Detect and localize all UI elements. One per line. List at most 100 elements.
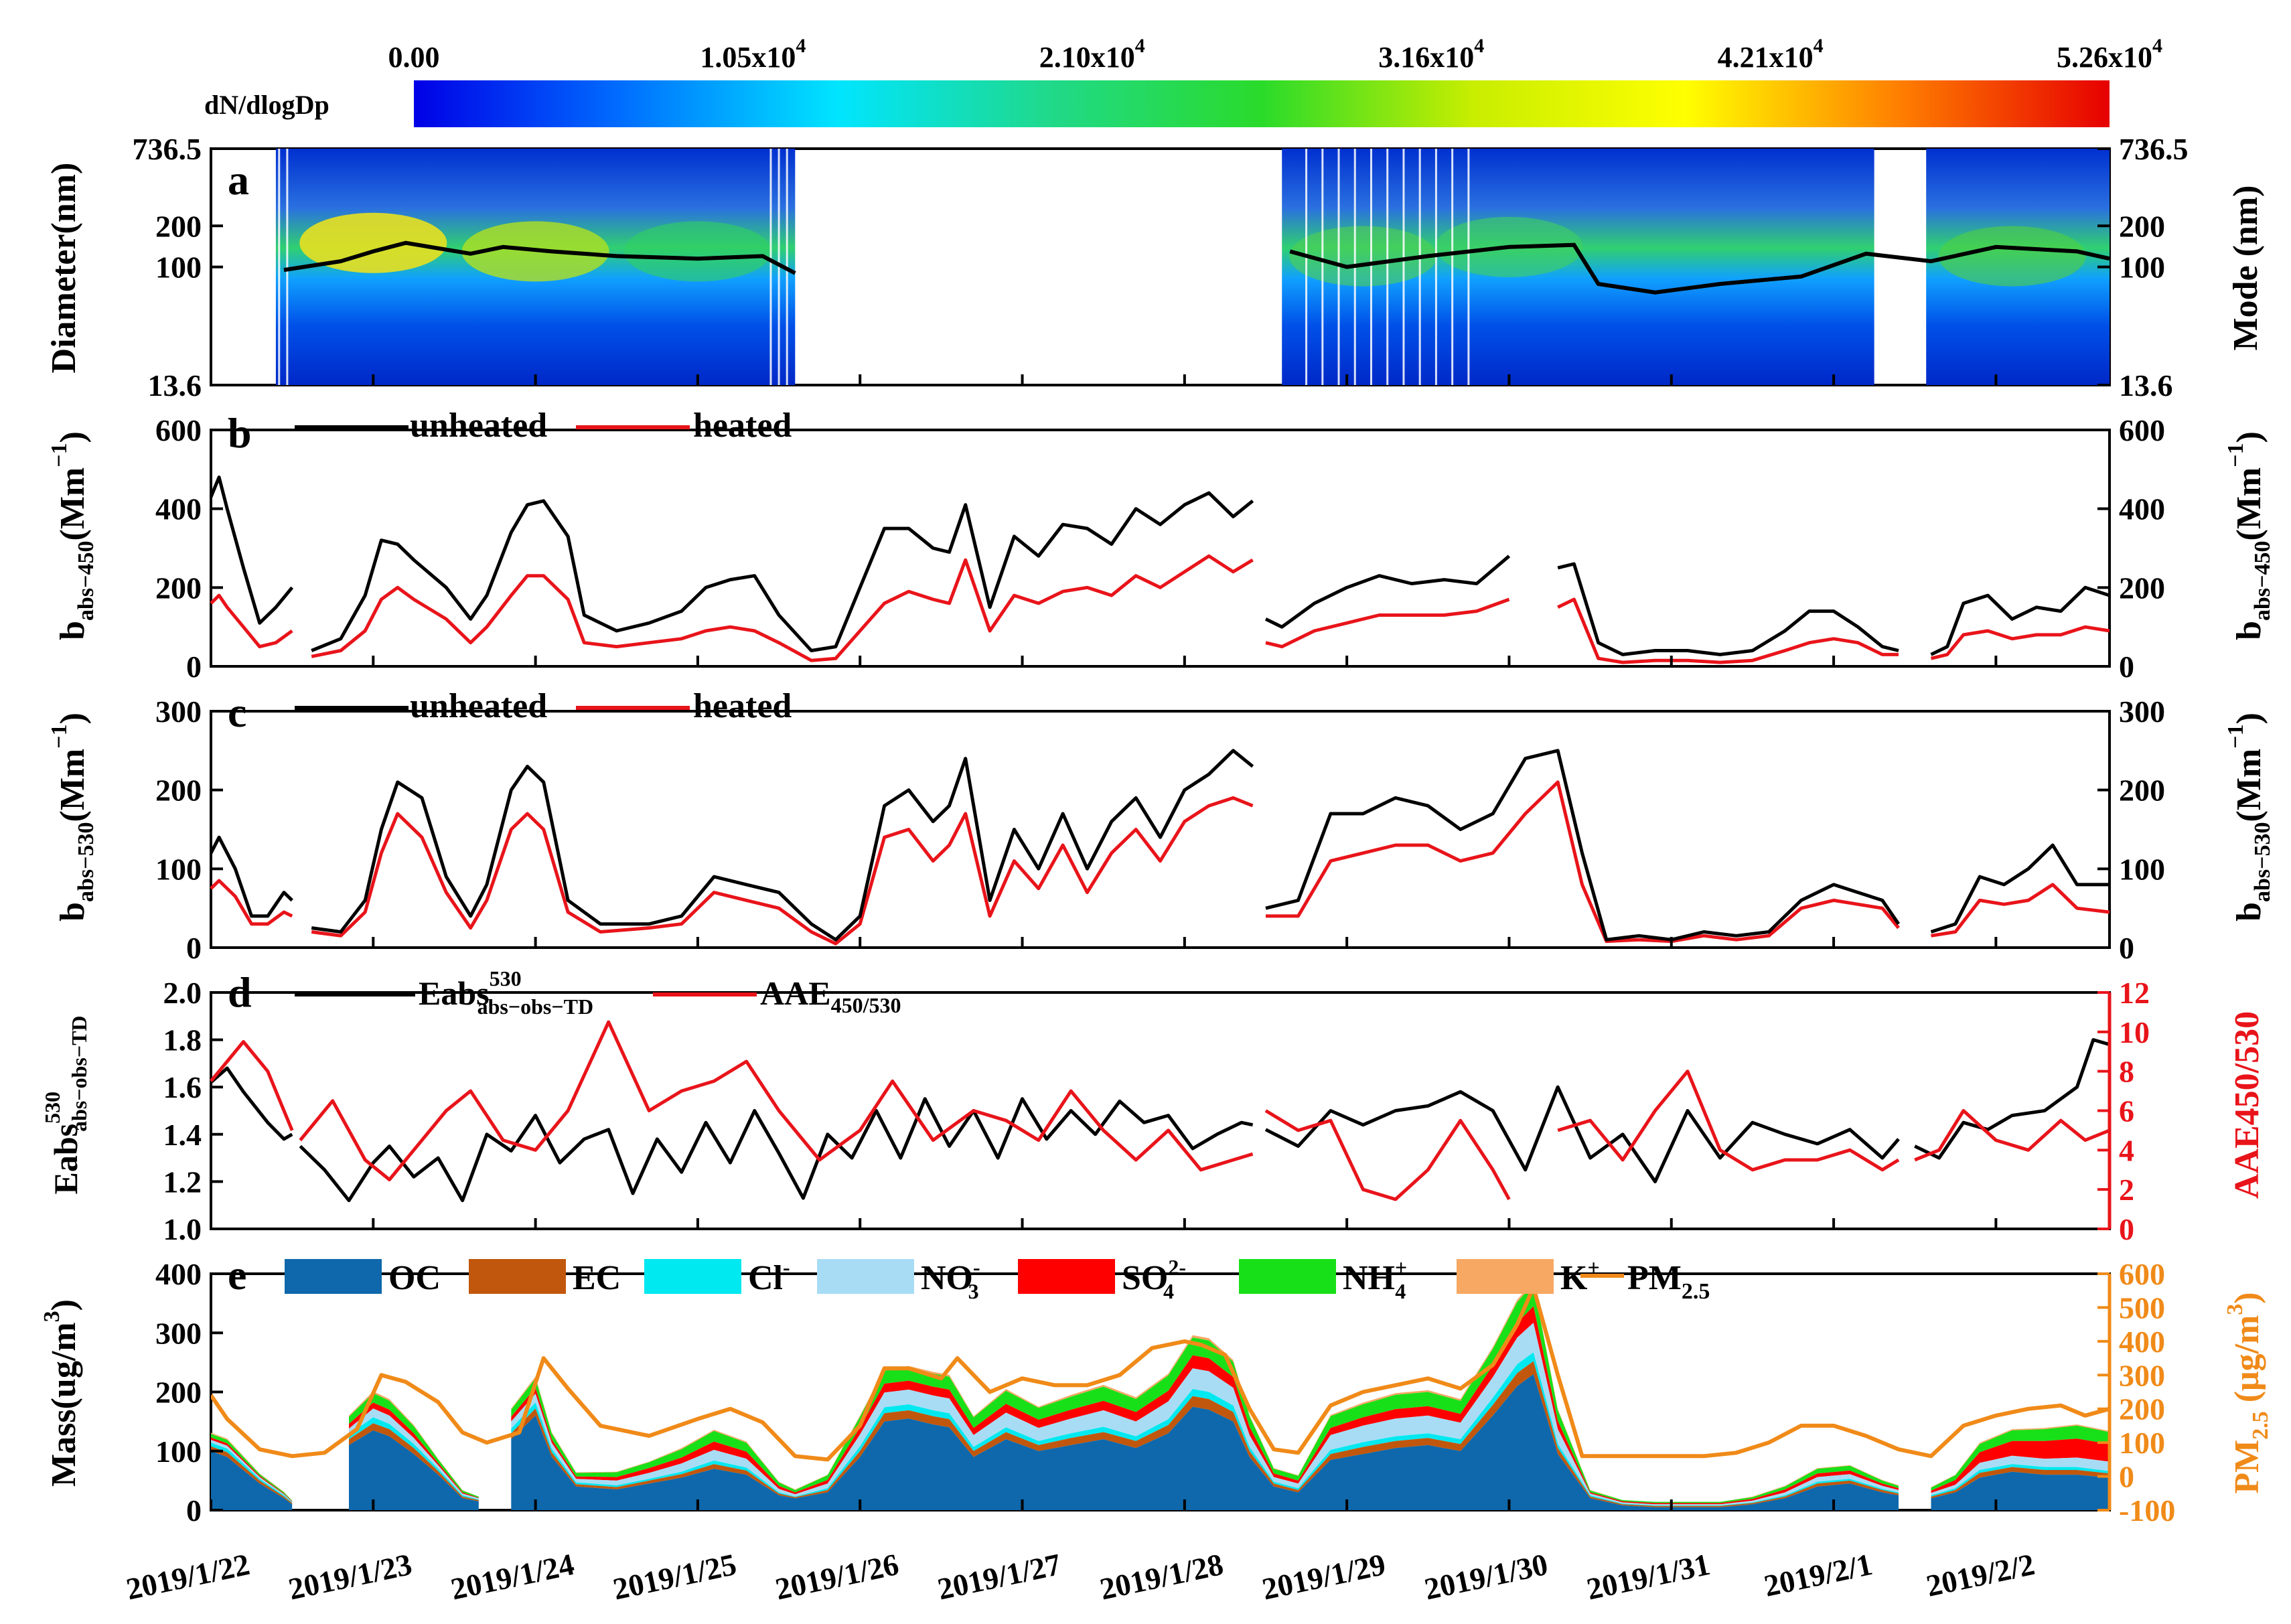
legend-swatch-3	[817, 1259, 914, 1294]
axis-titles: Diameter(nm) Mode (nm) babs−450(Mm−1) ba…	[40, 163, 2275, 1494]
panel-d-right-tick-label: 2	[2119, 1173, 2134, 1207]
panel-d-left-tick-label: 1.4	[163, 1118, 202, 1152]
panel-a-ylabel-left: Diameter(nm)	[45, 163, 83, 374]
panel-a-left-tick-label: 100	[155, 250, 202, 285]
x-tick-label: 2019/1/26	[772, 1547, 901, 1607]
area-no3	[1931, 1455, 2110, 1495]
panel-e-right-tick-label: 100	[2119, 1426, 2165, 1460]
panel-d-right-tick-label: 12	[2119, 976, 2150, 1010]
panel-c-right-tick-label: 300	[2119, 694, 2165, 729]
panel-b-right-tick-label: 400	[2119, 492, 2165, 526]
panel-c-ylabel-left: babs−530(Mm−1)	[47, 713, 98, 921]
panel-d-ylabel-left: Eabs530 abs−obs−TD	[40, 1015, 91, 1194]
area-oc	[511, 1374, 1899, 1510]
area-oc	[1931, 1471, 2110, 1510]
panel-b-left-tick-label: 0	[186, 650, 202, 684]
panel-a-right-tick-label: 736.5	[2119, 132, 2189, 166]
panel-c-left-tick-label: 300	[155, 694, 202, 729]
area-ec	[1931, 1467, 2110, 1499]
legend-swatch-1	[469, 1259, 566, 1294]
x-tick-label: 2019/2/1	[1761, 1547, 1876, 1603]
series-heated	[210, 554, 2110, 664]
panel-b-right-tick-label: 200	[2119, 571, 2165, 605]
panel-a-right-tick-label: 13.6	[2119, 368, 2173, 402]
panel-a-left-tick-label: 13.6	[148, 368, 202, 402]
panel-b-right-tick-label: 0	[2119, 650, 2134, 684]
panel-b-left-tick-label: 400	[155, 492, 202, 526]
panel-d-letter: d	[228, 968, 252, 1016]
panel-d-right-tick-label: 10	[2119, 1015, 2150, 1049]
panel-e-left-tick-label: 300	[155, 1316, 202, 1350]
x-tick-label: 2019/2/2	[1923, 1547, 2038, 1603]
heatmap-hotspot	[1938, 226, 2086, 287]
series-unheated	[209, 749, 2110, 942]
panel-a-ylabel-right: Mode (nm)	[2227, 186, 2265, 351]
panel-d-left-tick-label: 1.6	[163, 1070, 202, 1104]
panel-e-right-tick-label: 300	[2119, 1358, 2165, 1392]
mode-diameter-line	[283, 240, 2110, 295]
x-tick-label: 2019/1/27	[935, 1547, 1064, 1607]
series-pm25	[211, 1285, 2110, 1462]
panel-b-ylabel-right: babs−450(Mm−1)	[2223, 431, 2275, 640]
legend-unheated-label: unheated	[410, 407, 547, 445]
panel-d-left-tick-label: 2.0	[163, 976, 202, 1010]
panel-b-frame	[210, 429, 2111, 668]
x-tick-label: 2019/1/22	[123, 1547, 252, 1607]
colorbar-tick-label: 0.00	[388, 41, 440, 74]
area-oc	[211, 1451, 293, 1510]
panel-e-ylabel-right: PM2.5 (μg/m3)	[2223, 1292, 2273, 1493]
panel-e-right-tick-label: 400	[2119, 1325, 2165, 1359]
panel-d-plot	[210, 1020, 2110, 1203]
colorbar-label: dN/dlogDp	[204, 90, 329, 120]
x-tick-label: 2019/1/29	[1259, 1547, 1388, 1607]
panel-e-left-tick-label: 200	[155, 1376, 202, 1410]
x-tick-label: 2019/1/25	[610, 1547, 739, 1607]
colorbar-ticks: 0.00 1.05x104 2.10x104 3.16x104 4.21x104 5.26…	[388, 35, 2163, 74]
legend-label-0: OC	[388, 1259, 441, 1297]
area-nh4	[211, 1434, 293, 1501]
panel-c-left-tick-label: 200	[155, 773, 202, 808]
legend-label-1: EC	[573, 1259, 621, 1297]
area-cl	[349, 1417, 479, 1500]
legend-label-5: NH+ 4	[1343, 1255, 1407, 1303]
area-no3	[211, 1440, 293, 1503]
panel-e-plot	[211, 1281, 2110, 1510]
x-tick-label: 2019/1/24	[448, 1547, 577, 1607]
legend-aae-label: AAE450/530	[760, 974, 901, 1017]
panel-e-right-tick-label: 0	[2119, 1460, 2134, 1494]
legend-swatch-4	[1018, 1259, 1115, 1294]
area-nh4	[349, 1393, 479, 1498]
legend-swatch-0	[285, 1259, 382, 1294]
panel-e-left-tick-label: 400	[155, 1257, 202, 1291]
legend-heated-label: heated	[693, 407, 792, 445]
panel-d-ylabel-right: AAE450/530	[2228, 1011, 2266, 1199]
panel-c-letter: c	[228, 688, 246, 736]
series-heated	[210, 780, 2110, 946]
x-tick-label: 2019/1/31	[1584, 1547, 1713, 1607]
panel-b-legend: unheated heated	[295, 407, 792, 445]
panel-c-right-tick-label: 200	[2119, 773, 2165, 808]
panel-d-right-tick-label: 0	[2119, 1212, 2134, 1246]
legend-label-7: PM2.5	[1627, 1259, 1710, 1304]
legend-swatch-6	[1457, 1259, 1554, 1294]
area-so42	[349, 1402, 479, 1499]
area-nh4	[1931, 1425, 2110, 1491]
area-no3	[349, 1408, 479, 1500]
series-aae450-530	[210, 1020, 2110, 1201]
colorbar-gradient	[414, 80, 2110, 127]
panel-e-left-tick-label: 100	[155, 1434, 202, 1469]
area-cl	[1931, 1464, 2110, 1497]
colorbar: dN/dlogDp 0.00 1.05x104 2.10x104 3.16x104 4.…	[204, 35, 2162, 127]
area-oc	[349, 1430, 479, 1510]
panel-d-left-tick-label: 1.2	[163, 1165, 202, 1199]
panel-b-letter: b	[228, 409, 252, 457]
panel-d-right-tick-label: 4	[2119, 1133, 2134, 1167]
legend-swatch-5	[1239, 1259, 1336, 1294]
panel-e-right-tick-label: 500	[2119, 1290, 2165, 1325]
panel-d-left-tick-label: 1.8	[163, 1023, 202, 1057]
panel-c-left-tick-label: 100	[155, 852, 202, 886]
colorbar-tick-label: 2.10x104	[1039, 35, 1145, 74]
panel-c-legend: unheated heated	[295, 687, 792, 725]
panel-e-left-tick-label: 0	[186, 1493, 202, 1528]
panel-a-letter: a	[228, 156, 249, 204]
